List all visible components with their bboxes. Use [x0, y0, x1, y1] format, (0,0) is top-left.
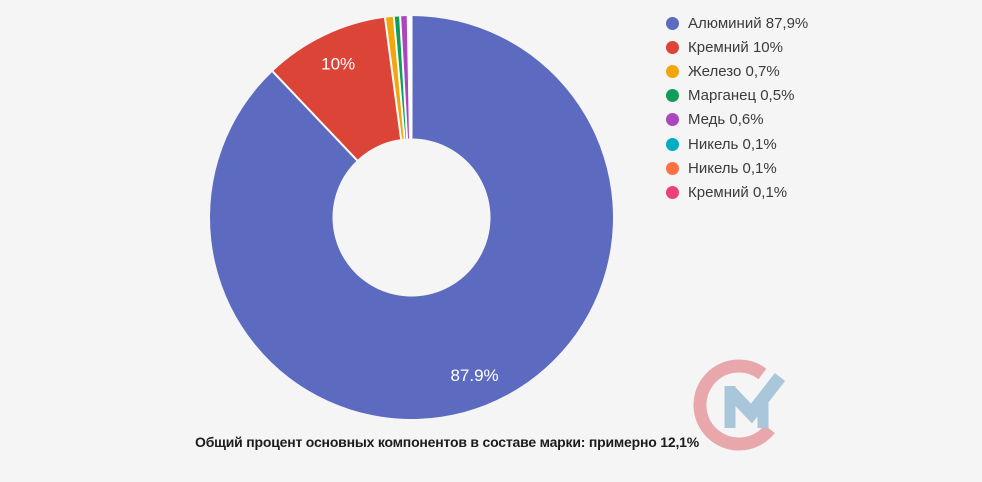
slice-separator: [392, 16, 406, 139]
logo-letter-c-icon: [693, 359, 775, 451]
slice-separator: [409, 15, 413, 139]
legend-label: Кремний 10%: [688, 38, 783, 56]
legend-swatch-icon: [666, 161, 679, 175]
legend-swatch-icon: [666, 40, 679, 54]
logo-letter-m-icon: [724, 386, 736, 428]
legend-item[interactable]: Железо 0,7%: [666, 59, 808, 83]
legend-item[interactable]: Кремний 0,1%: [666, 180, 808, 204]
logo-letter-m-leg-icon: [757, 400, 769, 428]
legend-label: Кремний 0,1%: [688, 183, 788, 201]
legend: Алюминий 87,9% Кремний 10% Железо 0,7% М…: [666, 11, 808, 205]
legend-item[interactable]: Кремний 10%: [666, 35, 808, 59]
legend-label: Марганец 0,5%: [688, 87, 795, 105]
watermark-logo: [693, 359, 786, 451]
legend-item[interactable]: Никель 0,1%: [666, 132, 808, 156]
slice-separator: [271, 70, 358, 161]
legend-label: Медь 0,6%: [688, 111, 764, 129]
legend-swatch-icon: [666, 185, 679, 199]
legend-item[interactable]: Медь 0,6%: [666, 108, 808, 132]
legend-item[interactable]: Алюминий 87,9%: [666, 11, 808, 35]
legend-swatch-icon: [666, 137, 679, 151]
slice-separator: [383, 17, 403, 140]
legend-label: Никель 0,1%: [688, 159, 777, 177]
legend-item[interactable]: Марганец 0,5%: [666, 84, 808, 108]
pie-slice[interactable]: [210, 16, 613, 419]
slice-label: 87.9%: [450, 366, 498, 385]
legend-swatch-icon: [666, 16, 679, 30]
logo-checkmark-icon: [725, 372, 786, 424]
legend-label: Алюминий 87,9%: [688, 14, 809, 32]
slice-label: 10%: [321, 55, 355, 74]
slice-separator: [399, 16, 409, 139]
pie-slice[interactable]: [272, 17, 402, 161]
legend-swatch-icon: [666, 113, 679, 127]
chart-caption: Общий процент основных компонентов в сос…: [195, 434, 699, 450]
legend-swatch-icon: [666, 89, 679, 103]
legend-label: Железо 0,7%: [688, 62, 780, 80]
legend-label: Никель 0,1%: [688, 135, 777, 153]
legend-swatch-icon: [666, 64, 679, 78]
legend-item[interactable]: Никель 0,1%: [666, 156, 808, 180]
